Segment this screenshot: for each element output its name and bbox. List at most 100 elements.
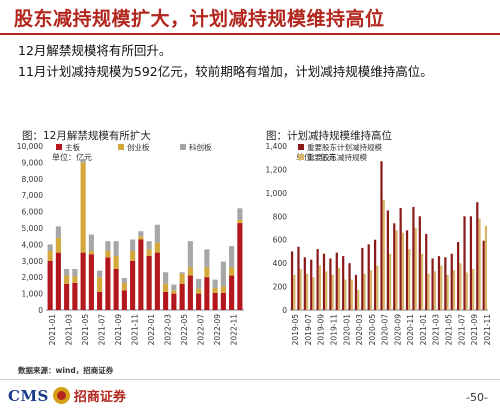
unit-label: 单位：亿元 [52, 152, 92, 162]
y-tick-label: 0 [282, 306, 287, 315]
bar [408, 249, 411, 310]
bar [290, 251, 294, 310]
bar-segment [163, 272, 169, 284]
x-tick-label: 2020-01 [342, 314, 351, 346]
bar-segment [229, 246, 235, 268]
bar-segment [138, 236, 144, 240]
y-tick-label: 8,000 [22, 175, 44, 184]
bar-segment [72, 282, 78, 310]
bar [363, 273, 366, 310]
bar [335, 252, 338, 310]
x-tick-label: 2020-05 [368, 314, 377, 346]
bar [382, 199, 385, 310]
y-tick-label: 1,000 [266, 189, 288, 198]
bar [354, 274, 358, 310]
bar-segment [171, 293, 177, 310]
bar [348, 263, 351, 310]
bar-segment [105, 250, 111, 258]
legend-swatch [118, 144, 124, 150]
page-number: -50- [466, 391, 488, 404]
y-tick-label: 6,000 [22, 208, 44, 217]
footer-divider [0, 379, 500, 380]
bar-segment [237, 208, 243, 220]
bar [376, 265, 379, 310]
bar [484, 225, 488, 310]
bar [342, 256, 345, 310]
bar [440, 265, 443, 310]
bar-segment [105, 257, 111, 310]
bar-segment [55, 252, 61, 310]
x-tick-label: 2021-03 [432, 314, 441, 346]
bar [459, 263, 462, 310]
bar [450, 253, 453, 310]
x-tick-label: 2021-01 [419, 314, 428, 346]
x-tick-label: 2019-07 [304, 314, 313, 346]
bar-segment [64, 283, 70, 310]
bar-segment [171, 284, 177, 291]
bar [437, 256, 441, 310]
bar [293, 274, 296, 310]
x-tick-label: 2021-07 [457, 314, 466, 346]
y-tick-label: 4,000 [22, 240, 44, 249]
y-tick-label: 400 [273, 259, 288, 268]
bar-segment [237, 219, 243, 224]
bar-segment [64, 269, 70, 276]
y-tick-label: 10,000 [17, 142, 43, 151]
bar [399, 208, 402, 310]
x-tick-label: 2022-07 [197, 314, 206, 346]
bar-segment [196, 288, 202, 294]
y-tick-label: 200 [273, 283, 288, 292]
bar-segment [204, 277, 210, 310]
legend-label: 科创板 [189, 142, 212, 152]
bar-segment [220, 292, 226, 310]
bar-segment [212, 292, 218, 310]
bar [463, 216, 466, 310]
bar-segment [47, 250, 53, 261]
bar [310, 259, 313, 310]
unit-label: 单位：亿元 [296, 152, 336, 162]
bar-segment [130, 250, 136, 261]
bar-segment [212, 279, 218, 288]
bar [452, 270, 456, 310]
bar [401, 232, 405, 310]
bar-segment [72, 269, 78, 277]
planned-reduction-chart: 0 200 400 600 800 1,000 1,200 1,400 单位：亿元 2019-05… [266, 142, 492, 346]
bar [444, 257, 447, 310]
bar [465, 272, 468, 310]
bar-segment [154, 224, 160, 243]
bar-segment [237, 223, 243, 310]
bar [482, 240, 485, 310]
bar-segment [47, 244, 53, 251]
bar [318, 265, 321, 310]
legend-swatch [298, 144, 304, 150]
bar-segment [212, 287, 218, 293]
bar-segment [204, 267, 210, 278]
x-tick-label: 2020-11 [406, 314, 415, 346]
bar-segment [80, 252, 86, 310]
bar [386, 210, 389, 310]
bar [414, 228, 417, 310]
legend-label: 主板 [65, 142, 80, 152]
bar-segment [229, 267, 235, 276]
bar-segment [179, 283, 185, 310]
y-tick-label: 3,000 [22, 257, 44, 266]
bar-segment [80, 159, 86, 163]
bar [361, 247, 364, 310]
y-tick-label: 1,200 [266, 165, 288, 174]
x-tick-label: 2019-09 [317, 314, 326, 346]
bar [350, 279, 353, 310]
brand-logo: CMS 招商证券 [8, 386, 126, 406]
bar-segment [179, 273, 185, 284]
bar-segment [55, 237, 61, 253]
x-tick-label: 2021-09 [470, 314, 479, 346]
logo-cn-text: 招商证券 [73, 390, 126, 405]
bar [393, 223, 396, 310]
bar-segment [113, 255, 119, 269]
x-tick-label: 2021-07 [98, 314, 107, 346]
bar-segment [97, 270, 103, 278]
bar-segment [97, 277, 103, 292]
x-tick-label: 2019-05 [291, 314, 300, 346]
x-tick-label: 2020-07 [381, 314, 390, 346]
reduction-chart-title: 图：计划减持规模维持高位 [266, 130, 392, 142]
